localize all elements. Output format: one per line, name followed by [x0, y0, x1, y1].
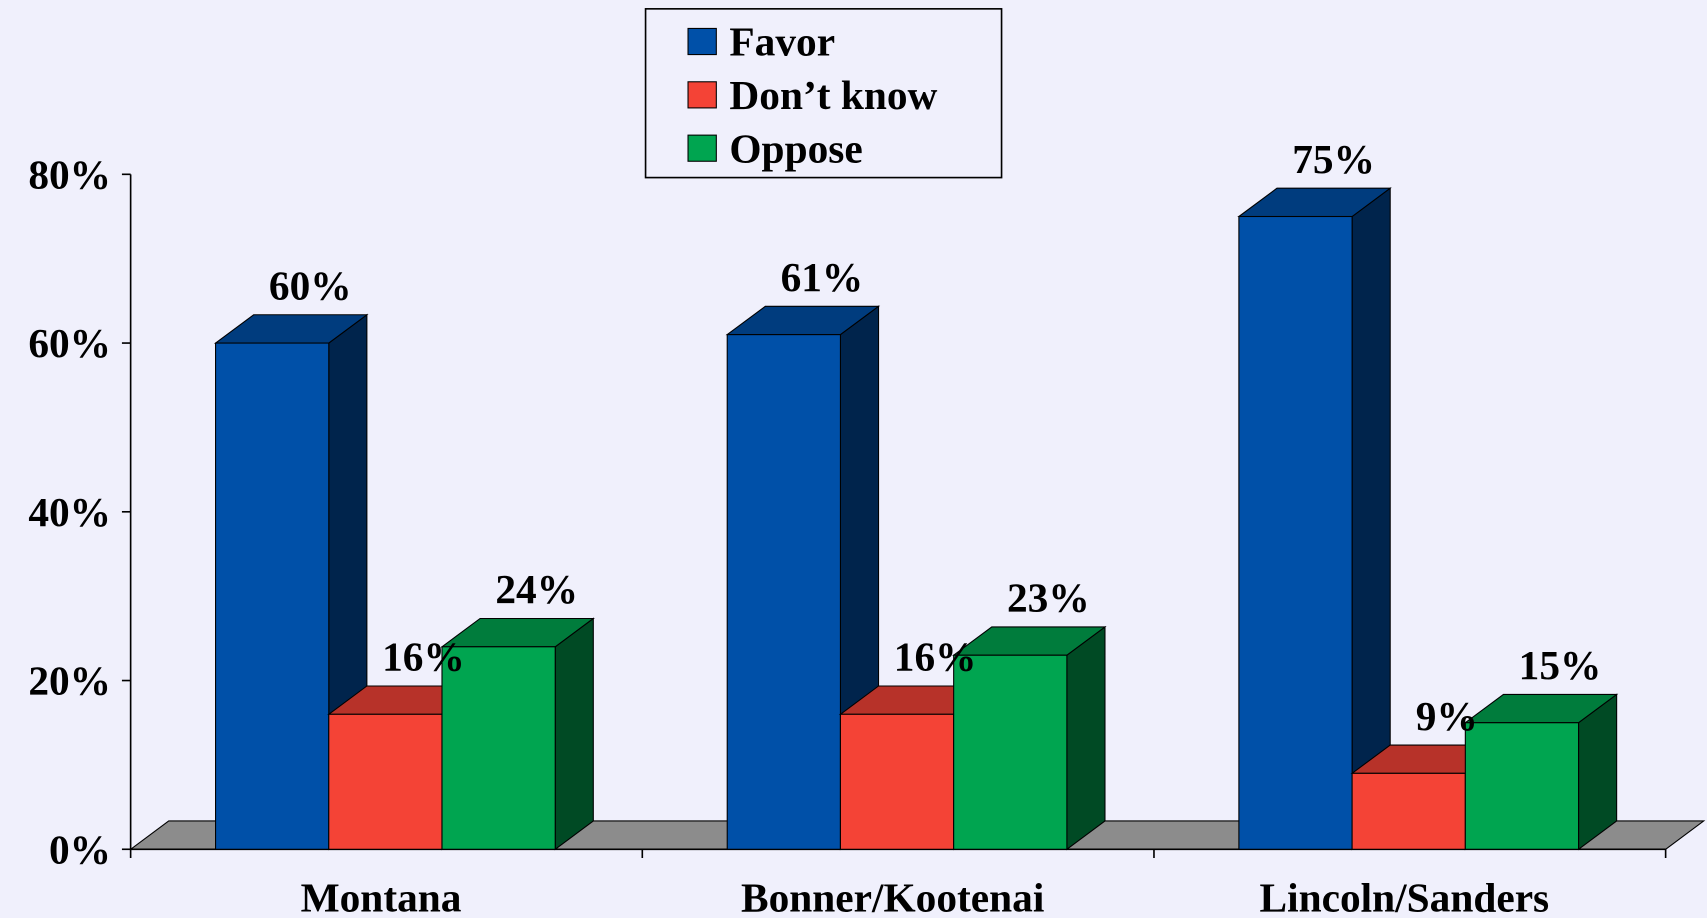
legend: Favor Don’t know Oppose: [644, 8, 1003, 179]
legend-swatch: [687, 27, 717, 56]
y-tick-label: 40%: [28, 489, 111, 535]
bar-front: [1238, 215, 1353, 850]
bar: [952, 625, 1107, 851]
x-tick-label: Montana: [301, 874, 462, 918]
bar: [1463, 693, 1619, 851]
value-label: 16%: [382, 634, 465, 680]
value-label: 9%: [1416, 693, 1478, 739]
value-label: 61%: [781, 254, 864, 300]
bar: [440, 617, 595, 851]
bar-front: [839, 713, 955, 850]
legend-label: Don’t know: [729, 72, 937, 118]
bar-front: [328, 713, 443, 850]
bar-side: [554, 617, 594, 851]
value-label: 60%: [269, 263, 352, 309]
y-tick-label: 20%: [28, 658, 111, 704]
bar-front: [1351, 772, 1466, 850]
value-label: 75%: [1292, 136, 1375, 182]
y-tick-label: 60%: [28, 320, 111, 366]
value-label: 16%: [894, 634, 977, 680]
bar-front: [1464, 722, 1580, 850]
y-tick-label: 80%: [28, 151, 111, 197]
y-tick-label: 0%: [49, 826, 111, 872]
legend-swatch: [687, 134, 717, 162]
legend-swatch: [687, 81, 717, 109]
bar-side: [1066, 625, 1106, 851]
bar-front: [441, 646, 556, 850]
bar-front: [215, 342, 330, 850]
value-label: 15%: [1519, 642, 1602, 688]
bar-front: [953, 654, 1068, 850]
value-label: 24%: [495, 566, 578, 612]
bar: [1237, 187, 1392, 851]
value-label: 23%: [1007, 575, 1090, 621]
legend-label: Oppose: [729, 125, 862, 171]
x-tick-label: Lincoln/Sanders: [1260, 874, 1550, 918]
x-tick-label: Bonner/Kootenai: [741, 874, 1044, 918]
bar-front: [726, 334, 841, 850]
legend-label: Favor: [729, 19, 835, 65]
